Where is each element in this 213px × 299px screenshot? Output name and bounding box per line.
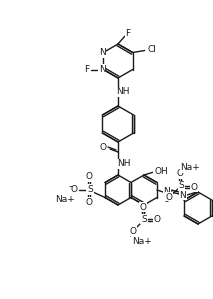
Text: O: O xyxy=(85,198,92,207)
Text: Na+: Na+ xyxy=(180,164,200,173)
Text: N: N xyxy=(180,190,186,199)
Text: O: O xyxy=(191,182,198,191)
Text: OH: OH xyxy=(154,167,168,176)
Text: F: F xyxy=(125,28,131,37)
Text: O: O xyxy=(130,227,137,236)
Text: -: - xyxy=(68,181,72,191)
Text: -: - xyxy=(164,196,168,206)
Text: NH: NH xyxy=(116,88,130,97)
Text: N: N xyxy=(99,65,106,74)
Text: O: O xyxy=(71,185,78,194)
Text: Na+: Na+ xyxy=(55,195,75,204)
Text: O: O xyxy=(99,143,106,152)
Text: Na+: Na+ xyxy=(132,237,152,245)
Text: S: S xyxy=(87,185,93,194)
Text: NH: NH xyxy=(117,159,131,169)
Text: O: O xyxy=(166,193,173,202)
Text: O: O xyxy=(154,216,160,225)
Text: N: N xyxy=(99,48,106,57)
Text: O: O xyxy=(140,202,147,211)
Text: Cl: Cl xyxy=(147,45,156,54)
Text: O: O xyxy=(177,170,184,179)
Text: F: F xyxy=(84,65,89,74)
Text: O: O xyxy=(85,172,92,181)
Text: S: S xyxy=(141,214,147,223)
Text: N: N xyxy=(164,187,170,196)
Text: -: - xyxy=(129,231,133,241)
Text: S: S xyxy=(178,181,184,190)
